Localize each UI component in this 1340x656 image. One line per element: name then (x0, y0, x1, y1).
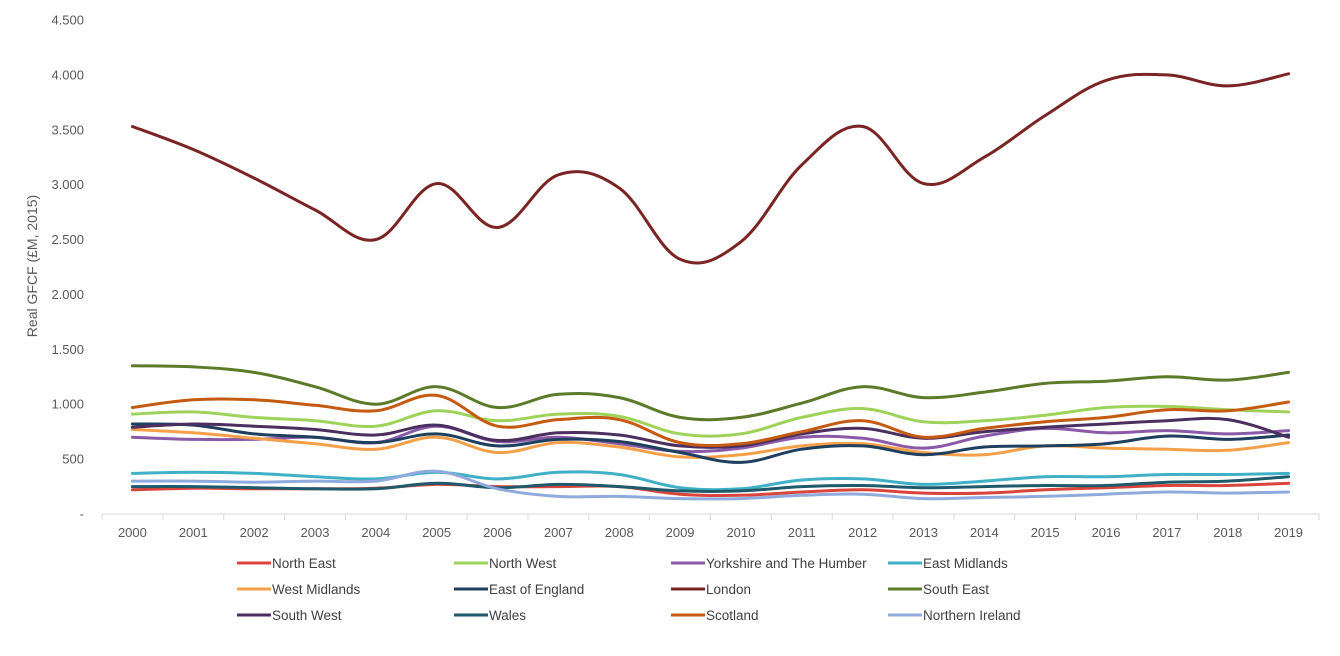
x-tick-label: 2015 (1031, 525, 1060, 540)
series-line-north-west (130, 404, 1291, 438)
x-tick-label: 2018 (1213, 525, 1242, 540)
x-tick-label: 2003 (301, 525, 330, 540)
legend-label: North East (272, 556, 336, 571)
series-line-scotland (130, 393, 1291, 448)
legend-label: Yorkshire and The Humber (706, 556, 867, 571)
x-tick-label: 2012 (848, 525, 877, 540)
legend-label: West Midlands (272, 582, 361, 597)
y-axis-title: Real GFCF (£M, 2015) (24, 195, 40, 337)
x-tick-label: 2001 (179, 525, 208, 540)
legend-item-north-east: North East (237, 556, 336, 571)
legend-item-yorkshire-and-the-humber: Yorkshire and The Humber (671, 556, 867, 571)
x-tick-label: 2007 (544, 525, 573, 540)
x-tick-label: 2005 (422, 525, 451, 540)
series-line-east-midlands (130, 470, 1291, 492)
y-tick-label: 4.000 (51, 67, 84, 82)
y-tick-label: 1.000 (51, 397, 84, 412)
legend: North East North West Yorkshire and The Hu… (237, 556, 1021, 623)
legend-item-north-west: North West (454, 556, 557, 571)
x-tick-label: 2014 (970, 525, 999, 540)
x-tick-label: 2006 (483, 525, 512, 540)
legend-label: South East (923, 582, 989, 597)
x-tick-label: 2017 (1152, 525, 1181, 540)
legend-item-northern-ireland: Northern Ireland (888, 608, 1021, 623)
legend-label: South West (272, 608, 342, 623)
y-tick-label: 2.000 (51, 287, 84, 302)
series-line-london (130, 72, 1291, 265)
y-axis-ticks: - 500 1.000 1.500 2.000 2.500 3.000 3.500 4.000 4… (51, 13, 84, 522)
legend-item-east-midlands: East Midlands (888, 556, 1008, 571)
y-tick-label: 4.500 (51, 13, 84, 28)
x-tick-label: 2016 (1092, 525, 1121, 540)
y-tick-label: 1.500 (51, 342, 84, 357)
legend-label: East of England (489, 582, 584, 597)
legend-label: Scotland (706, 608, 759, 623)
legend-label: London (706, 582, 751, 597)
x-tick-label: 2009 (666, 525, 695, 540)
legend-label: North West (489, 556, 557, 571)
legend-label: Wales (489, 608, 526, 623)
series-line-south-east (130, 364, 1291, 422)
y-tick-label: 3.500 (51, 122, 84, 137)
x-axis-ticks: 2000 2001 2002 2003 2004 2005 2006 2007 2008 2009… (101, 514, 1320, 540)
x-tick-label: 2000 (118, 525, 147, 540)
legend-item-london: London (671, 582, 751, 597)
y-tick-label: - (80, 507, 84, 522)
series-line-northern-ireland (130, 469, 1291, 501)
series-lines (130, 72, 1291, 501)
legend-item-east-of-england: East of England (454, 582, 584, 597)
legend-label: Northern Ireland (923, 608, 1021, 623)
legend-item-scotland: Scotland (671, 608, 759, 623)
legend-item-south-east: South East (888, 582, 989, 597)
x-tick-label: 2002 (240, 525, 269, 540)
series-line-south-west (130, 416, 1291, 449)
y-tick-label: 500 (62, 452, 84, 467)
series-line-wales (130, 475, 1291, 493)
legend-item-wales: Wales (454, 608, 526, 623)
x-tick-label: 2008 (605, 525, 634, 540)
x-tick-label: 2013 (909, 525, 938, 540)
x-tick-label: 2010 (726, 525, 755, 540)
x-tick-label: 2004 (361, 525, 390, 540)
x-tick-label: 2011 (788, 525, 816, 540)
series-line-east-of-england (130, 422, 1291, 464)
y-tick-label: 2.500 (51, 232, 84, 247)
legend-item-south-west: South West (237, 608, 342, 623)
y-tick-label: 3.000 (51, 177, 84, 192)
legend-item-west-midlands: West Midlands (237, 582, 361, 597)
x-tick-label: 2019 (1274, 525, 1303, 540)
legend-label: East Midlands (923, 556, 1008, 571)
